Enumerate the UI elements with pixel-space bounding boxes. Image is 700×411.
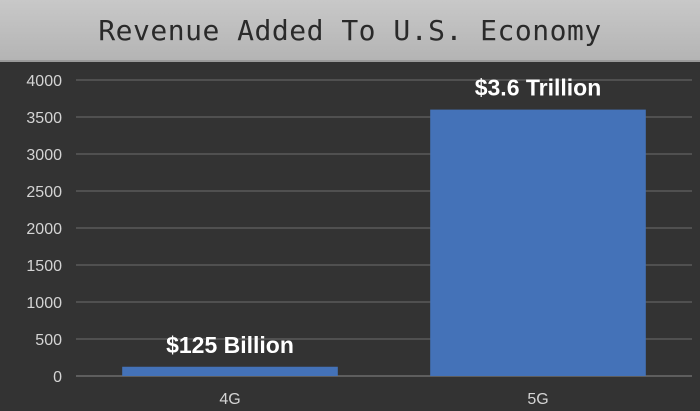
y-tick-label: 1500 bbox=[26, 258, 62, 275]
y-tick-label: 500 bbox=[35, 332, 62, 349]
y-axis-ticks: 0 500 1000 1500 2000 2500 3000 3500 4000 bbox=[26, 73, 62, 386]
x-tick-label-5G: 5G bbox=[527, 391, 548, 408]
y-tick-label: 1000 bbox=[26, 295, 62, 312]
data-label-4G: $125 Billion bbox=[166, 332, 294, 358]
chart-title-bar: Revenue Added To U.S. Economy bbox=[0, 0, 700, 62]
y-tick-label: 4000 bbox=[26, 73, 62, 90]
y-tick-label: 3500 bbox=[26, 110, 62, 127]
chart-title: Revenue Added To U.S. Economy bbox=[98, 13, 602, 47]
bar-5G bbox=[430, 109, 646, 376]
data-label-5G: $3.6 Trillion bbox=[475, 75, 602, 101]
x-tick-label-4G: 4G bbox=[219, 391, 240, 408]
y-tick-label: 3000 bbox=[26, 147, 62, 164]
bars bbox=[122, 109, 646, 376]
data-labels: $125 Billion $3.6 Trillion bbox=[166, 75, 601, 358]
y-tick-label: 0 bbox=[53, 369, 62, 386]
x-axis-ticks: 4G 5G bbox=[219, 391, 548, 408]
bar-4G bbox=[122, 366, 338, 376]
y-tick-label: 2500 bbox=[26, 184, 62, 201]
y-tick-label: 2000 bbox=[26, 221, 62, 238]
